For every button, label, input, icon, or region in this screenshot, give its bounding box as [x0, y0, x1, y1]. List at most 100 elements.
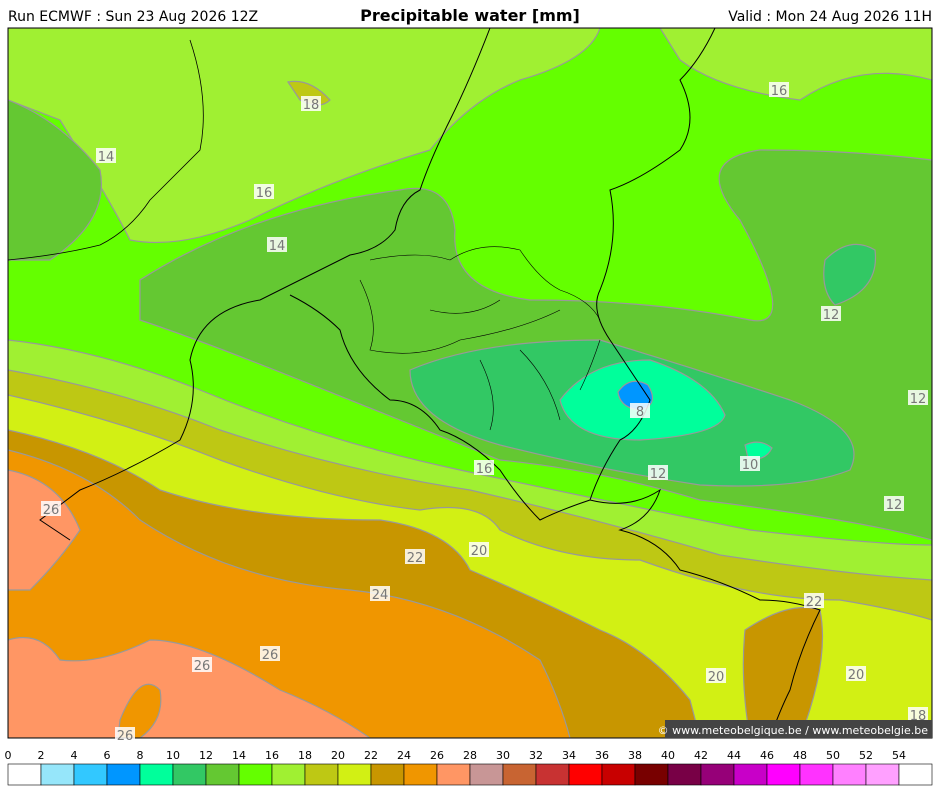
label-box [804, 593, 824, 608]
color-swatch [238, 763, 273, 786]
copyright-box [665, 720, 932, 738]
colorbar-label: 16 [265, 749, 279, 762]
color-swatch [403, 763, 438, 786]
color-swatch [337, 763, 372, 786]
border [39, 28, 491, 541]
contour-label: 16 [476, 462, 493, 477]
zone-22-24 [742, 606, 824, 738]
colorbar-label: 40 [661, 749, 675, 762]
label-box [260, 646, 280, 661]
valid-info: Valid : Mon 24 Aug 2026 11H [728, 9, 932, 25]
color-swatch [766, 763, 801, 786]
label-box [769, 82, 789, 97]
colorbar-label: 34 [562, 749, 576, 762]
zone-24-26 [117, 683, 162, 738]
color-swatch [73, 763, 108, 786]
colorbar-label: 38 [628, 749, 642, 762]
label-box [740, 456, 760, 471]
map-title: Precipitable water [mm] [360, 6, 580, 25]
colorbar: 0 2 4 6 8 10 12 14 16 18 20 22 24 26 28 30 32 34 36 38 40 42 4… [5, 749, 933, 786]
label-box [301, 96, 321, 111]
copyright: © www.meteobelgique.be / www.meteobelgie… [658, 724, 929, 737]
colorbar-label: 8 [137, 749, 144, 762]
color-swatch [436, 763, 471, 786]
contour-label: 26 [262, 648, 279, 663]
colorbar-label: 42 [694, 749, 708, 762]
contour-label: 12 [886, 498, 903, 513]
label-box [648, 465, 668, 480]
contour-label: 14 [269, 239, 286, 254]
colorbar-label: 50 [826, 749, 840, 762]
contour-label: 26 [194, 659, 211, 674]
contour-label: 12 [650, 467, 667, 482]
label-box [630, 403, 650, 418]
zone-26-28 [8, 636, 372, 738]
colorbar-label: 0 [5, 749, 12, 762]
contour-label: 20 [848, 668, 865, 683]
color-swatch [304, 763, 339, 786]
color-swatch [865, 763, 900, 786]
zone-12-14 [8, 99, 102, 261]
label-box [469, 542, 489, 557]
colorbar-label: 22 [364, 749, 378, 762]
colorbar-label: 44 [727, 749, 741, 762]
zone-10-12 [823, 243, 877, 306]
label-box [370, 586, 390, 601]
color-swatch [139, 763, 174, 786]
contour-label: 22 [806, 595, 823, 610]
colorbar-label: 26 [430, 749, 444, 762]
color-swatch [799, 763, 834, 786]
zone-16-18 [659, 28, 932, 101]
contour-label: 16 [771, 84, 788, 99]
colorbar-label: 14 [232, 749, 246, 762]
color-swatch [634, 763, 669, 786]
zone-16-18 [8, 28, 601, 244]
label-box [41, 501, 61, 516]
map-frame [7, 27, 933, 739]
label-box [884, 496, 904, 511]
label-box [846, 666, 866, 681]
contour-label: 24 [372, 588, 389, 603]
label-box [267, 237, 287, 252]
contour-label: 20 [708, 670, 725, 685]
color-swatch [106, 763, 141, 786]
colorbar-label: 46 [760, 749, 774, 762]
contour-label: 8 [636, 405, 644, 420]
label-box [254, 184, 274, 199]
contour-label: 12 [910, 392, 927, 407]
color-swatch [733, 763, 768, 786]
colorbar-label: 52 [859, 749, 873, 762]
label-box [474, 460, 494, 475]
color-swatch [535, 763, 570, 786]
colorbar-label: 20 [331, 749, 345, 762]
colorbar-label: 28 [463, 749, 477, 762]
colorbar-label: 54 [892, 749, 906, 762]
contour-label: 14 [98, 150, 115, 165]
colorbar-label: 2 [38, 749, 45, 762]
contour-label: 10 [742, 458, 759, 473]
label-box [821, 306, 841, 321]
label-box [115, 727, 135, 742]
region-border [359, 246, 601, 431]
label-box [192, 657, 212, 672]
colorbar-label: 48 [793, 749, 807, 762]
label-box [96, 148, 116, 163]
colorbar-label: 6 [104, 749, 111, 762]
label-box [706, 668, 726, 683]
contour-labels: 18 16 14 16 14 12 12 8 16 12 10 12 26 22 20 24 26 26 22 20 2… [41, 82, 928, 744]
color-swatch [568, 763, 603, 786]
color-swatch [469, 763, 504, 786]
color-swatch [502, 763, 537, 786]
field [8, 28, 932, 738]
color-swatch [601, 763, 636, 786]
color-swatch [205, 763, 240, 786]
border [289, 28, 716, 521]
zone-6-8 [617, 380, 654, 411]
coastline [8, 39, 204, 261]
contour-label: 26 [117, 729, 134, 744]
contour-label: 12 [823, 308, 840, 323]
label-box [908, 390, 928, 405]
color-swatch [7, 763, 42, 786]
color-swatch [898, 763, 933, 786]
